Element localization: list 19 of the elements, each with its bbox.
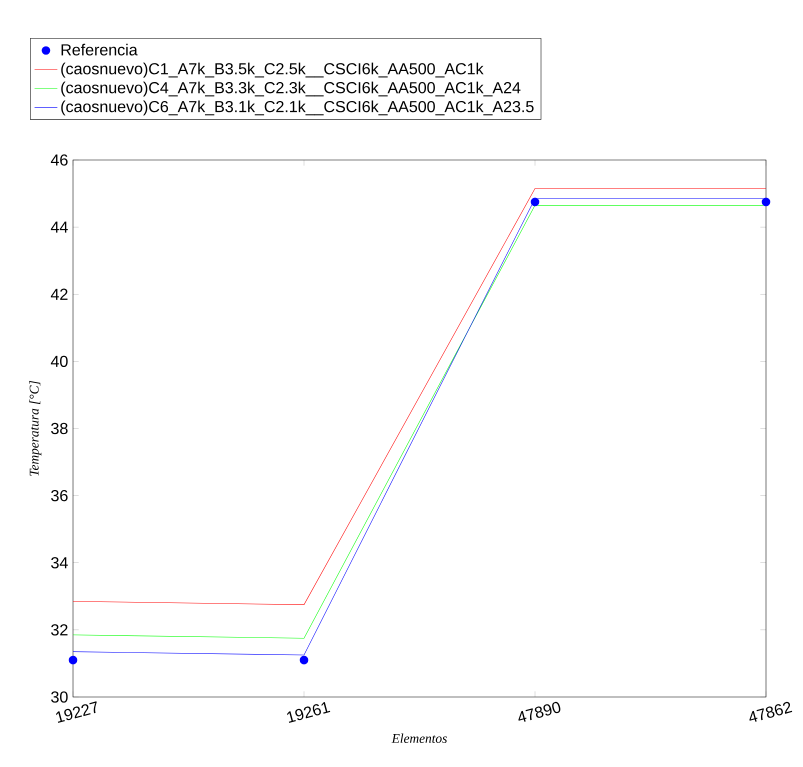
x-tick-label: 47890 (518, 702, 560, 722)
y-tick-label: 44 (50, 222, 68, 233)
y-tick-label: 42 (50, 288, 68, 300)
legend-label: (caosnuevo)C6_A7k_B3.1k_C2.1k__CSCI6k_AA500_AC1k_A23.5 (61, 100, 534, 116)
y-tick-label: 32 (51, 624, 68, 636)
x-tick-label: 19261 (287, 702, 330, 723)
legend-label: (caosnuevo)C1_A7k_B3.5k_C2.5k__CSCI6k_AA500_AC1k (61, 62, 484, 78)
x-axis-title: Elementos (392, 734, 447, 743)
y-tick-label: 40 (50, 356, 68, 368)
legend-label: (caosnuevo)C4_A7k_B3.3k_C2.3k__CSCI6k_AA500_AC1k_A24 (61, 82, 520, 96)
legend-label: Referencia (62, 44, 138, 56)
y-tick-label: 30 (51, 691, 68, 703)
x-tick-label: 47862 (749, 702, 792, 722)
x-tick-label: 19227 (56, 701, 97, 723)
y-axis-title: Temperatura [°C] (29, 380, 42, 476)
y-tick-label: 36 (51, 490, 68, 502)
y-tick-label: 38 (51, 422, 68, 434)
y-tick-label: 46 (50, 154, 68, 166)
y-tick-label: 34 (51, 557, 68, 568)
